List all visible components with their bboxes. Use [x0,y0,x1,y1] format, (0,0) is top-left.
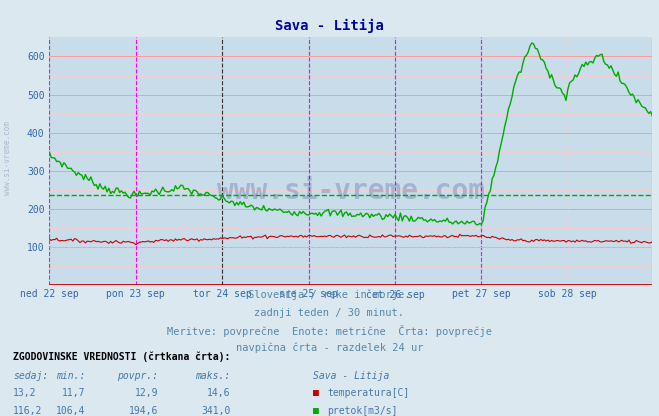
Text: 116,2: 116,2 [13,406,43,416]
Text: temperatura[C]: temperatura[C] [328,388,410,398]
Text: 194,6: 194,6 [129,406,158,416]
Text: navpična črta - razdelek 24 ur: navpična črta - razdelek 24 ur [236,343,423,353]
Text: sedaj:: sedaj: [13,371,48,381]
Text: 341,0: 341,0 [201,406,231,416]
Text: ■: ■ [313,406,325,416]
Text: Slovenija / reke in morje.: Slovenija / reke in morje. [248,290,411,300]
Text: Sava - Litija: Sava - Litija [275,19,384,33]
Text: povpr.:: povpr.: [117,371,158,381]
Text: min.:: min.: [56,371,86,381]
Text: zadnji teden / 30 minut.: zadnji teden / 30 minut. [254,308,405,318]
Text: 14,6: 14,6 [207,388,231,398]
Text: pretok[m3/s]: pretok[m3/s] [328,406,398,416]
Text: 12,9: 12,9 [134,388,158,398]
Text: 13,2: 13,2 [13,388,37,398]
Text: maks.:: maks.: [196,371,231,381]
Text: www.si-vreme.com: www.si-vreme.com [217,177,485,205]
Text: www.si-vreme.com: www.si-vreme.com [3,121,13,195]
Text: ZGODOVINSKE VREDNOSTI (črtkana črta):: ZGODOVINSKE VREDNOSTI (črtkana črta): [13,352,231,362]
Text: 106,4: 106,4 [56,406,86,416]
Text: 11,7: 11,7 [62,388,86,398]
Text: ■: ■ [313,388,325,398]
Text: Meritve: povprečne  Enote: metrične  Črta: povprečje: Meritve: povprečne Enote: metrične Črta:… [167,325,492,337]
Text: Sava - Litija: Sava - Litija [313,371,389,381]
